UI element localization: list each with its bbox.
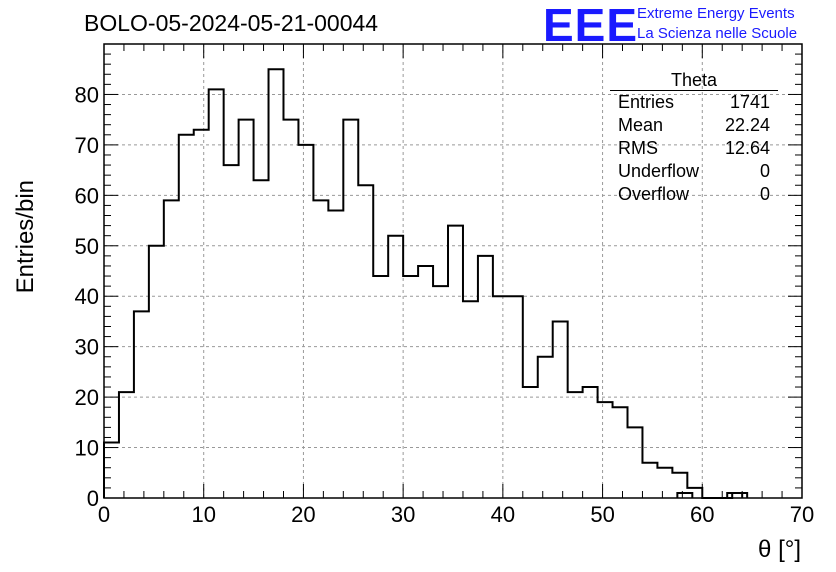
axis-ticks [103,43,803,499]
stats-row-rms: RMS 12.64 [610,137,778,160]
x-tick-label: 20 [291,502,315,527]
histogram-bin [164,200,179,498]
stats-row-overflow: Overflow 0 [610,183,778,206]
y-tick-label: 50 [75,234,99,259]
histogram-bin [239,120,254,498]
y-tick-label: 70 [75,133,99,158]
histogram-bin [672,473,687,498]
histogram-bin [583,387,598,498]
y-tick-label: 40 [75,284,99,309]
y-tick-label: 80 [75,82,99,107]
stats-row-mean: Mean 22.24 [610,114,778,137]
histogram-bin [628,427,643,498]
stats-title: Theta [610,70,778,91]
stats-label: Mean [618,115,664,135]
stats-value: 12.64 [724,138,770,158]
histogram-bin [478,256,493,498]
histogram-outline [103,68,749,499]
y-tick-label: 60 [75,183,99,208]
x-tick-label: 70 [790,502,814,527]
histogram-bin [179,135,194,498]
y-tick-label: 20 [75,385,99,410]
histogram-bin [209,89,224,498]
y-tick-label: 10 [75,436,99,461]
histogram-bin [194,130,209,498]
stats-row-entries: Entries 1741 [610,91,778,114]
histogram-bin [254,180,269,498]
x-tick-label: 30 [391,502,415,527]
histogram-bin [463,301,478,498]
histogram-bin [538,357,553,498]
stats-label: Overflow [618,184,690,204]
histogram-bin [373,276,388,498]
histogram-bin [269,69,284,498]
histogram-bin [598,402,613,498]
histogram-bin [657,468,672,498]
stats-value: 0 [759,161,770,181]
stats-value: 0 [759,184,770,204]
x-axis-label: θ [°] [758,536,801,563]
histogram-bin [418,266,433,498]
histogram-bin [104,443,119,498]
histogram-bin [224,165,239,498]
histogram-bin [343,120,358,498]
x-tick-label: 10 [191,502,215,527]
histogram-bin [403,276,418,498]
grid-lines [104,44,802,498]
histogram-bin [313,200,328,498]
x-tick-label: 40 [491,502,515,527]
plot-frame [103,43,803,499]
stats-row-underflow: Underflow 0 [610,160,778,183]
y-axis-label: Entries/bin [12,180,39,293]
histogram-bin [283,120,298,498]
eee-logo: EEE [543,0,639,51]
tick-labels: 0 10 20 30 40 50 60 70 0 10 20 30 40 50 60 70 80 [75,82,815,527]
histogram-bin [358,185,373,498]
histogram-bin [568,392,583,498]
logo-line-2: La Scienza nelle Scuole [637,25,798,42]
stats-box: Theta Entries 1741 Mean 22.24 RMS 12.64 … [610,70,778,206]
stats-label: RMS [618,138,658,158]
histogram-bin [642,463,657,498]
histogram-bin [119,392,134,498]
histogram-bin [149,246,164,498]
logo-line-1: Extreme Energy Events [637,5,795,22]
histogram-bin [676,491,694,498]
stats-label: Underflow [618,161,700,181]
x-tick-label: 50 [590,502,614,527]
y-tick-label: 0 [87,486,99,511]
histogram-bin [448,226,463,498]
stats-value: 22.24 [724,115,770,135]
y-tick-label: 30 [75,335,99,360]
x-tick-label: 60 [690,502,714,527]
histogram-bin [328,210,343,498]
histogram-bin [298,145,313,498]
stats-label: Entries [618,92,675,112]
histogram-bin [613,407,628,498]
histogram-bin [388,236,403,498]
histogram-bin [433,286,448,498]
x-tick-label: 0 [98,502,110,527]
stats-value: 1741 [729,92,770,112]
histogram-title: BOLO-05-2024-05-21-00044 [84,10,379,36]
histogram-bin [134,311,149,498]
logo-caption: Extreme Energy Events La Scienza nelle S… [637,4,797,44]
histogram-bin [523,387,538,498]
histogram-bin [553,321,568,498]
